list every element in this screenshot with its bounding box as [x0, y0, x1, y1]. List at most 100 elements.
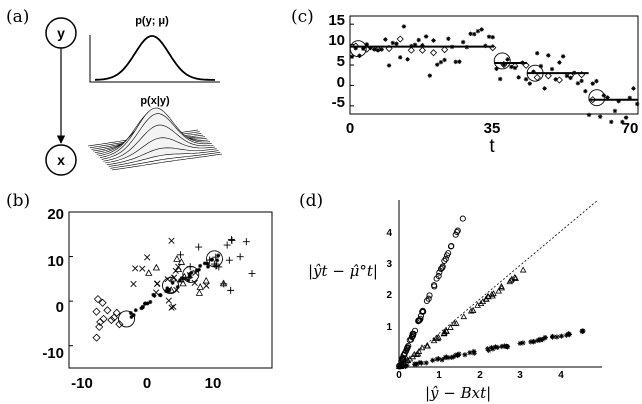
star-marker — [198, 263, 203, 268]
star-marker — [202, 261, 207, 266]
panel-label-c: (c) — [291, 7, 314, 27]
cross-marker — [132, 265, 139, 272]
star-marker — [178, 278, 183, 283]
cross-marker — [139, 265, 146, 272]
star-marker — [546, 53, 551, 58]
reference-dashed-line — [398, 199, 599, 368]
star-marker — [379, 47, 384, 52]
star-marker — [471, 348, 477, 355]
cross-marker — [153, 289, 160, 296]
diamond-marker — [441, 46, 449, 54]
diamond-marker — [489, 44, 497, 52]
star-marker — [455, 352, 461, 358]
star-marker — [423, 34, 429, 39]
star-marker — [494, 344, 500, 351]
star-marker — [460, 39, 466, 45]
star-marker — [520, 340, 526, 346]
star-marker — [349, 54, 355, 59]
star-marker — [472, 31, 477, 37]
triangle-marker — [477, 300, 485, 307]
triangle-marker — [519, 266, 527, 273]
star-marker — [501, 62, 507, 67]
star-marker — [216, 253, 221, 258]
mesh-line — [103, 124, 214, 162]
star-marker — [449, 354, 455, 361]
triangle-marker — [495, 287, 502, 294]
star-marker — [427, 73, 433, 78]
x-tick-label: 3 — [517, 370, 523, 381]
star-marker — [557, 60, 562, 65]
diamond-marker — [93, 295, 103, 304]
triangle-marker — [145, 269, 153, 276]
y-tick-label: 10 — [47, 253, 64, 270]
triangle-marker — [414, 350, 422, 357]
star-marker — [564, 73, 570, 79]
triangle-marker — [424, 342, 431, 349]
star-marker — [523, 77, 529, 82]
star-marker — [417, 359, 423, 366]
star-marker — [158, 293, 163, 298]
plus-marker — [228, 236, 236, 244]
star-marker — [535, 337, 541, 344]
y-tick-label: 0 — [56, 299, 64, 316]
panel-c: (c) 15 10 5 0 -5 0 35 70 t — [291, 7, 640, 157]
triangle-marker — [443, 327, 450, 334]
cross-marker — [130, 280, 137, 288]
triangle-marker — [196, 283, 204, 290]
star-marker — [537, 336, 543, 342]
diamond-marker — [96, 317, 105, 327]
star-marker — [512, 65, 518, 71]
star-marker — [531, 339, 537, 345]
triangle-marker — [404, 357, 412, 364]
x-axis-label: t — [489, 136, 495, 157]
x-axis-label: |ŷ − Bxt| — [425, 384, 491, 402]
star-marker — [505, 57, 510, 62]
star-marker — [423, 360, 429, 366]
x-tick-label: 4 — [558, 370, 564, 381]
triangle-marker — [202, 276, 210, 284]
circle-marker — [459, 215, 466, 222]
node-x-label: x — [57, 152, 65, 168]
circle-marker — [436, 269, 443, 276]
circle-marker — [445, 250, 452, 257]
star-marker — [442, 57, 447, 63]
y-tick-marks-c — [350, 23, 354, 107]
star-marker — [509, 64, 514, 70]
cross-marker — [144, 254, 151, 261]
star-marker — [631, 86, 636, 91]
circle-marker — [448, 242, 455, 250]
diamond-marker — [589, 96, 597, 104]
y-axis-label: |ŷt − μ̂°t| — [308, 262, 378, 280]
cross-marker — [170, 303, 177, 310]
changepoint-circle — [526, 64, 544, 82]
star-marker — [542, 86, 547, 91]
star-marker — [501, 343, 507, 349]
star-marker — [139, 306, 144, 311]
triangle-marker — [508, 275, 516, 282]
series-points-d — [395, 215, 586, 370]
star-marker — [170, 280, 175, 285]
star-marker — [492, 344, 498, 350]
cross-marker — [154, 280, 161, 287]
changepoint-circle — [349, 40, 367, 58]
diamond-marker — [429, 49, 438, 57]
circle-marker — [404, 345, 411, 352]
star-marker — [616, 98, 621, 104]
star-marker — [550, 334, 556, 340]
x-tick-label: 0 — [346, 120, 354, 137]
star-marker — [445, 355, 451, 361]
x-tick-label: 0 — [143, 375, 151, 392]
changepoint-circle — [588, 89, 606, 107]
plus-marker — [195, 243, 203, 251]
y-tick-label: 1 — [386, 322, 392, 333]
star-marker — [516, 75, 521, 80]
cross-marker — [168, 237, 175, 244]
star-marker — [164, 288, 169, 293]
star-marker — [486, 34, 492, 39]
series-points-b — [92, 236, 256, 342]
diamond-marker — [103, 306, 112, 315]
diamond-marker — [522, 61, 530, 69]
star-marker — [605, 95, 610, 100]
star-marker — [394, 41, 399, 46]
star-marker — [528, 339, 534, 345]
